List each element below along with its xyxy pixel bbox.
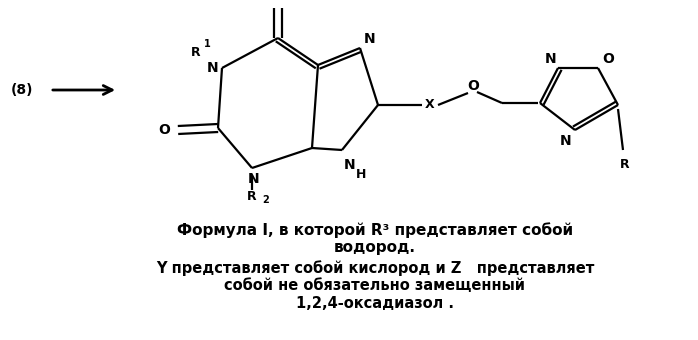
Text: Y представляет собой кислород и Z   представляет: Y представляет собой кислород и Z предст… (156, 260, 594, 276)
Text: R: R (621, 158, 630, 171)
Text: O: O (272, 0, 284, 3)
Text: 1,2,4-оксадиазол .: 1,2,4-оксадиазол . (296, 296, 454, 311)
Text: (8): (8) (10, 83, 34, 97)
Text: 2: 2 (262, 195, 269, 205)
Text: O: O (602, 52, 614, 66)
Text: N: N (559, 134, 571, 148)
Text: N: N (248, 172, 260, 186)
Text: N: N (344, 158, 355, 172)
Text: N: N (207, 61, 218, 75)
Text: собой не обязательно замещенный: собой не обязательно замещенный (225, 278, 526, 293)
Text: X: X (425, 99, 435, 112)
Text: H: H (356, 168, 366, 181)
Text: N: N (364, 32, 376, 46)
Text: N: N (544, 52, 556, 66)
Text: Формула I, в которой R³ представляет собой: Формула I, в которой R³ представляет соб… (177, 222, 573, 238)
Text: O: O (467, 79, 479, 93)
Text: водород.: водород. (334, 240, 416, 255)
Text: O: O (158, 123, 170, 137)
Text: 1: 1 (204, 39, 211, 49)
Text: R: R (247, 189, 257, 203)
Text: R: R (191, 46, 201, 58)
